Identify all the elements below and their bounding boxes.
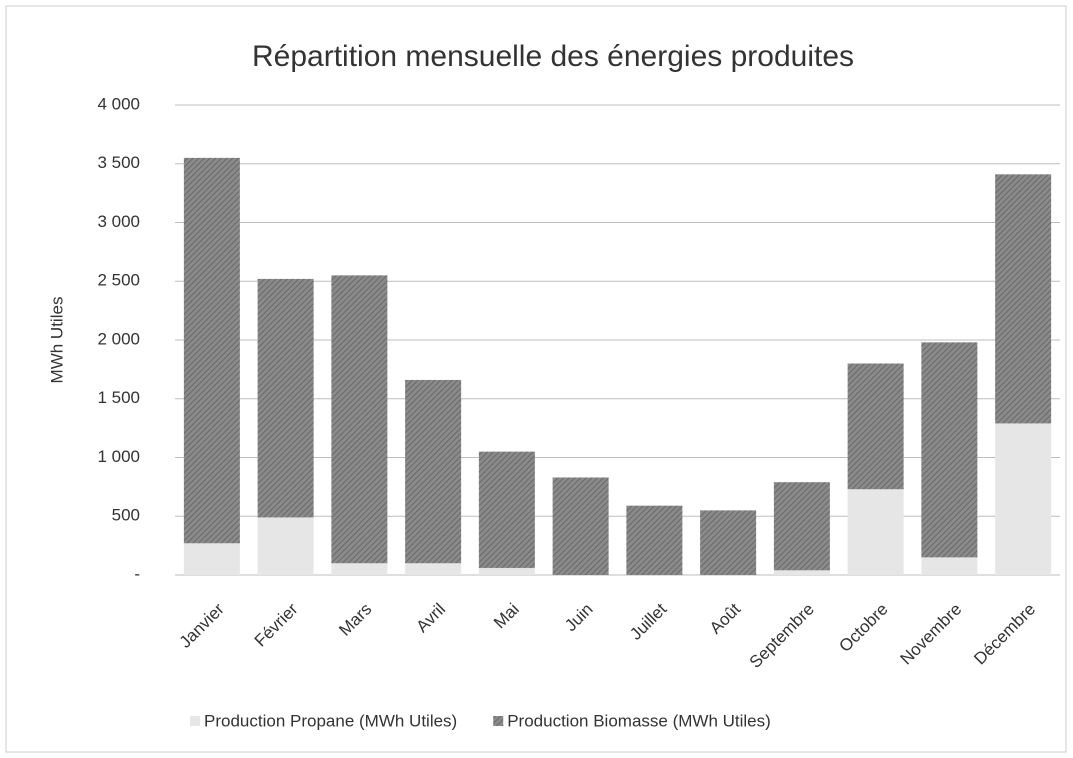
bar-segment: [773, 570, 830, 575]
legend-label: Production Biomasse (MWh Utiles): [507, 711, 771, 730]
bar-segment: [331, 563, 388, 575]
x-tick-label: Janvier: [176, 599, 228, 651]
chart-border: [5, 5, 1067, 753]
y-tick-label: 3 000: [97, 212, 140, 231]
y-tick-label: 1 500: [97, 388, 140, 407]
bar-segment: [257, 517, 314, 575]
y-tick-label: -: [134, 564, 140, 583]
y-tick-label: 500: [112, 506, 140, 525]
y-axis-title: MWh Utiles: [47, 297, 66, 384]
bar-segment: [257, 278, 314, 518]
bar-segment: [331, 275, 388, 564]
bar-segment: [626, 505, 683, 575]
legend-swatch: [493, 716, 504, 726]
bar-segment: [773, 482, 830, 571]
bar-segment: [847, 363, 904, 490]
bar-segment: [405, 379, 462, 564]
x-tick-label: Mai: [490, 600, 523, 633]
bar-segment: [921, 557, 978, 575]
bar-segment: [183, 157, 240, 544]
x-tick-label: Décembre: [970, 600, 1039, 669]
x-tick-label: Juin: [561, 600, 596, 635]
bar-segment: [552, 477, 609, 575]
y-tick-label: 4 000: [97, 94, 140, 113]
x-tick-label: Juillet: [626, 599, 670, 643]
bar-segment: [478, 451, 535, 568]
bar-segment: [995, 423, 1052, 575]
bar-segment: [700, 510, 757, 575]
bar-segment: [478, 567, 535, 575]
x-tick-label: Février: [251, 599, 302, 650]
bar-segment: [183, 543, 240, 575]
y-tick-label: 1 000: [97, 447, 140, 466]
bar-segment: [921, 342, 978, 558]
x-tick-label: Octobre: [835, 600, 891, 656]
bar-segment: [995, 174, 1052, 424]
x-tick-label: Avril: [413, 600, 450, 637]
legend-swatch: [190, 716, 200, 726]
legend-label: Production Propane (MWh Utiles): [204, 711, 457, 730]
x-tick-label: Mars: [335, 600, 375, 640]
x-tick-label: Août: [706, 599, 744, 637]
bar-segment: [405, 563, 462, 575]
bar-segment: [847, 489, 904, 575]
y-tick-label: 3 500: [97, 153, 140, 172]
chart-title: Répartition mensuelle des énergies produ…: [252, 40, 854, 73]
x-tick-label: Novembre: [896, 600, 965, 669]
y-tick-label: 2 000: [97, 329, 140, 348]
x-tick-label: Septembre: [746, 600, 818, 672]
y-tick-label: 2 500: [97, 271, 140, 290]
